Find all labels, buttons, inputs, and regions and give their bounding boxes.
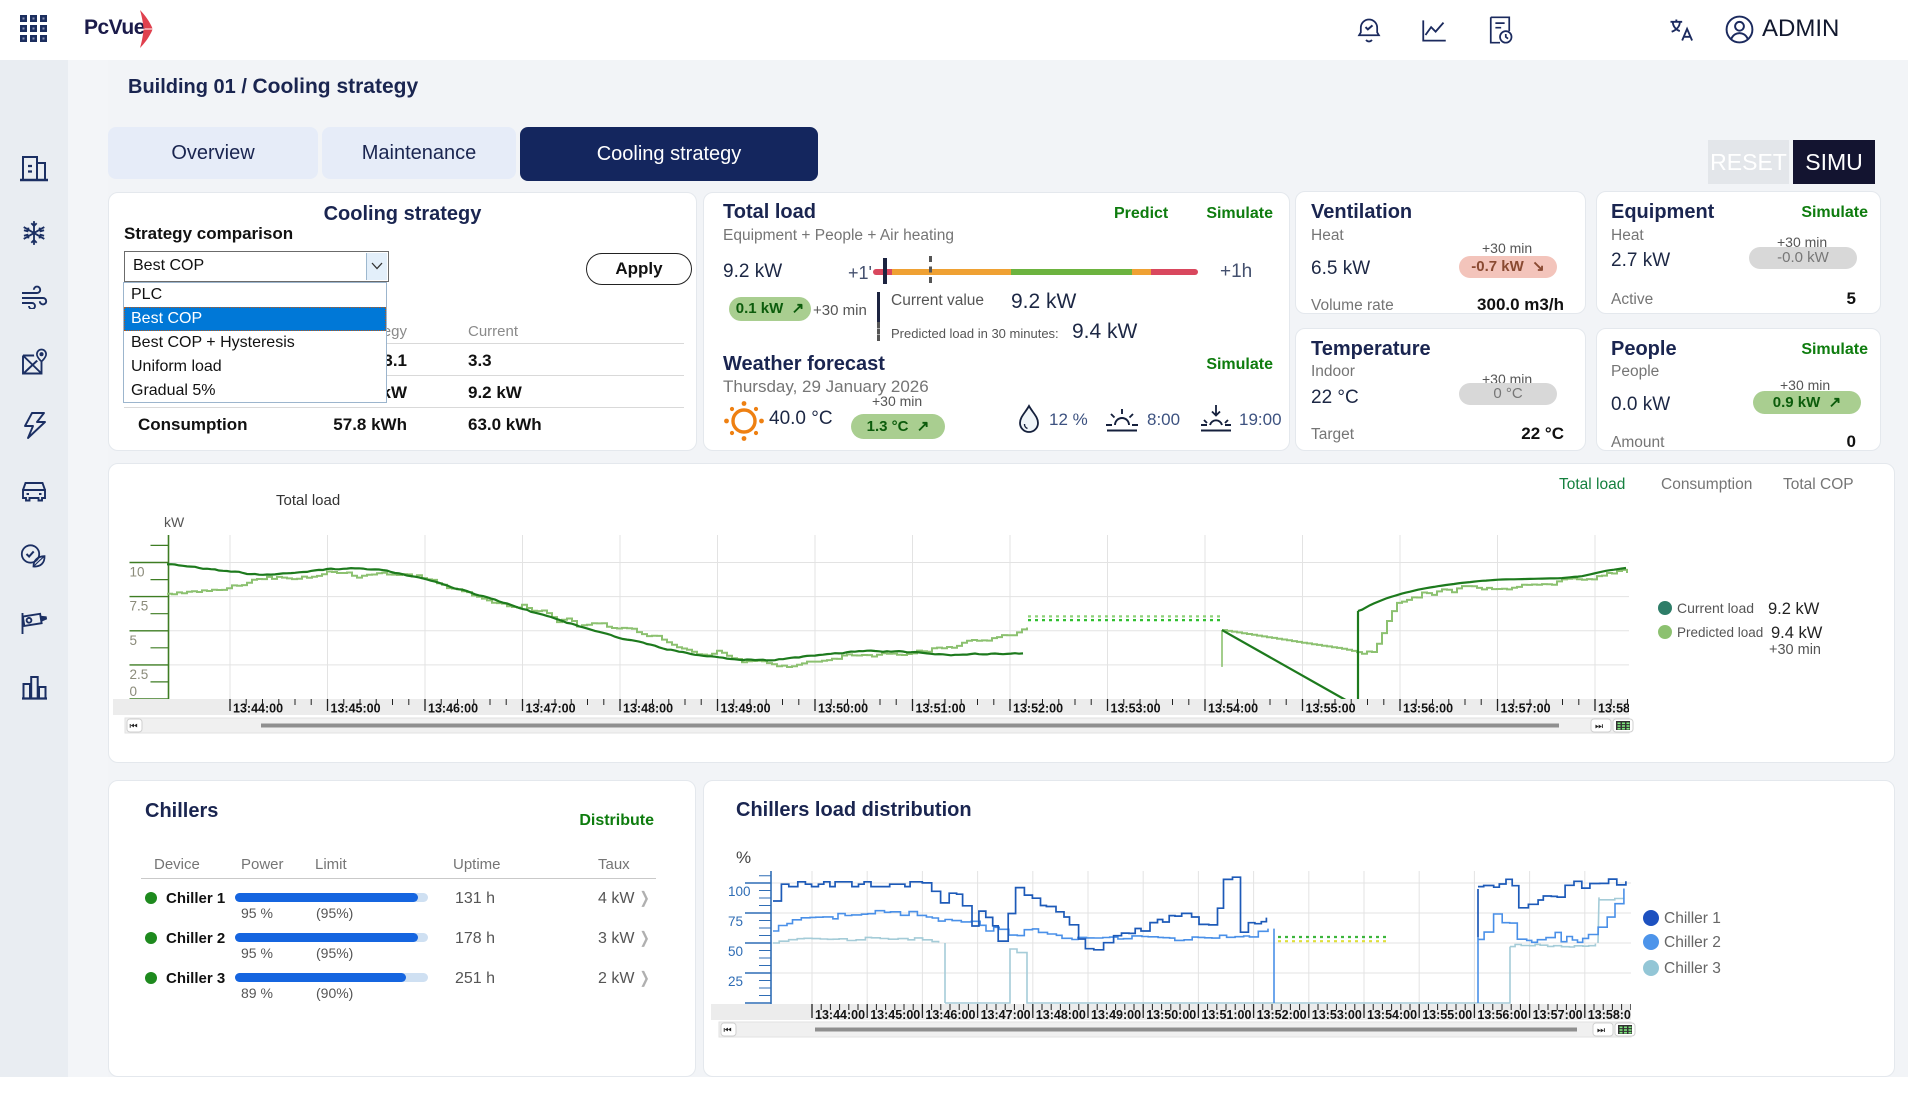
svg-text:10: 10 [130, 565, 145, 580]
svg-text:%: % [736, 848, 751, 867]
svg-text:0: 0 [130, 684, 138, 699]
svg-text:13:45:00: 13:45:00 [331, 702, 381, 716]
svg-text:13:44:00: 13:44:00 [233, 702, 283, 716]
svg-text:13:57:00: 13:57:00 [1533, 1008, 1583, 1022]
svg-text:25: 25 [728, 974, 743, 989]
svg-text:Chiller 2: Chiller 2 [1664, 934, 1721, 951]
svg-text:13:50:00: 13:50:00 [1146, 1008, 1196, 1022]
svg-text:13:51:00: 13:51:00 [916, 702, 966, 716]
svg-text:13:49:00: 13:49:00 [1091, 1008, 1141, 1022]
svg-text:Total load: Total load [1559, 476, 1625, 493]
svg-text:13:46:00: 13:46:00 [925, 1008, 975, 1022]
svg-text:13:48:00: 13:48:00 [1036, 1008, 1086, 1022]
svg-text:13:56:00: 13:56:00 [1403, 702, 1453, 716]
svg-text:13:53:00: 13:53:00 [1312, 1008, 1362, 1022]
svg-text:9.4 kW: 9.4 kW [1771, 624, 1823, 642]
svg-text:kW: kW [164, 514, 185, 530]
svg-text:Predicted load: Predicted load [1677, 625, 1763, 640]
svg-text:13:46:00: 13:46:00 [428, 702, 478, 716]
svg-text:Consumption: Consumption [1661, 476, 1752, 493]
svg-text:50: 50 [728, 944, 743, 959]
svg-text:+30 min: +30 min [1769, 642, 1821, 658]
svg-text:7.5: 7.5 [130, 599, 149, 614]
svg-text:13:44:00: 13:44:00 [815, 1008, 865, 1022]
svg-text:Current load: Current load [1677, 600, 1754, 616]
svg-text:Total COP: Total COP [1783, 476, 1854, 493]
svg-text:13:54:00: 13:54:00 [1208, 702, 1258, 716]
svg-text:13:45:00: 13:45:00 [870, 1008, 920, 1022]
svg-text:13:57:00: 13:57:00 [1501, 702, 1551, 716]
svg-text:13:53:00: 13:53:00 [1111, 702, 1161, 716]
svg-text:13:56:00: 13:56:00 [1477, 1008, 1527, 1022]
svg-text:13:55:00: 13:55:00 [1422, 1008, 1472, 1022]
svg-text:13:48:00: 13:48:00 [623, 702, 673, 716]
svg-text:⏮: ⏮ [130, 721, 138, 731]
svg-text:13:51:00: 13:51:00 [1201, 1008, 1251, 1022]
svg-text:Chiller 3: Chiller 3 [1664, 960, 1721, 977]
svg-text:75: 75 [728, 914, 743, 929]
svg-text:5: 5 [130, 633, 138, 648]
svg-text:9.2 kW: 9.2 kW [1768, 600, 1820, 618]
svg-text:13:50:00: 13:50:00 [818, 702, 868, 716]
svg-text:13:58:00: 13:58:00 [1598, 702, 1648, 716]
svg-text:13:52:00: 13:52:00 [1013, 702, 1063, 716]
svg-text:Chiller 1: Chiller 1 [1664, 910, 1721, 927]
svg-text:13:55:00: 13:55:00 [1306, 702, 1356, 716]
svg-text:⏭: ⏭ [1597, 1025, 1605, 1035]
svg-text:100: 100 [728, 884, 751, 899]
svg-text:13:52:00: 13:52:00 [1257, 1008, 1307, 1022]
svg-text:⏭: ⏭ [1595, 721, 1603, 731]
svg-text:2.5: 2.5 [130, 667, 149, 682]
svg-text:13:54:00: 13:54:00 [1367, 1008, 1417, 1022]
svg-text:13:47:00: 13:47:00 [981, 1008, 1031, 1022]
svg-text:Total load: Total load [276, 492, 340, 509]
svg-text:13:49:00: 13:49:00 [721, 702, 771, 716]
svg-text:⏮: ⏮ [724, 1025, 732, 1035]
svg-text:13:58:00: 13:58:00 [1588, 1008, 1638, 1022]
svg-text:13:47:00: 13:47:00 [526, 702, 576, 716]
